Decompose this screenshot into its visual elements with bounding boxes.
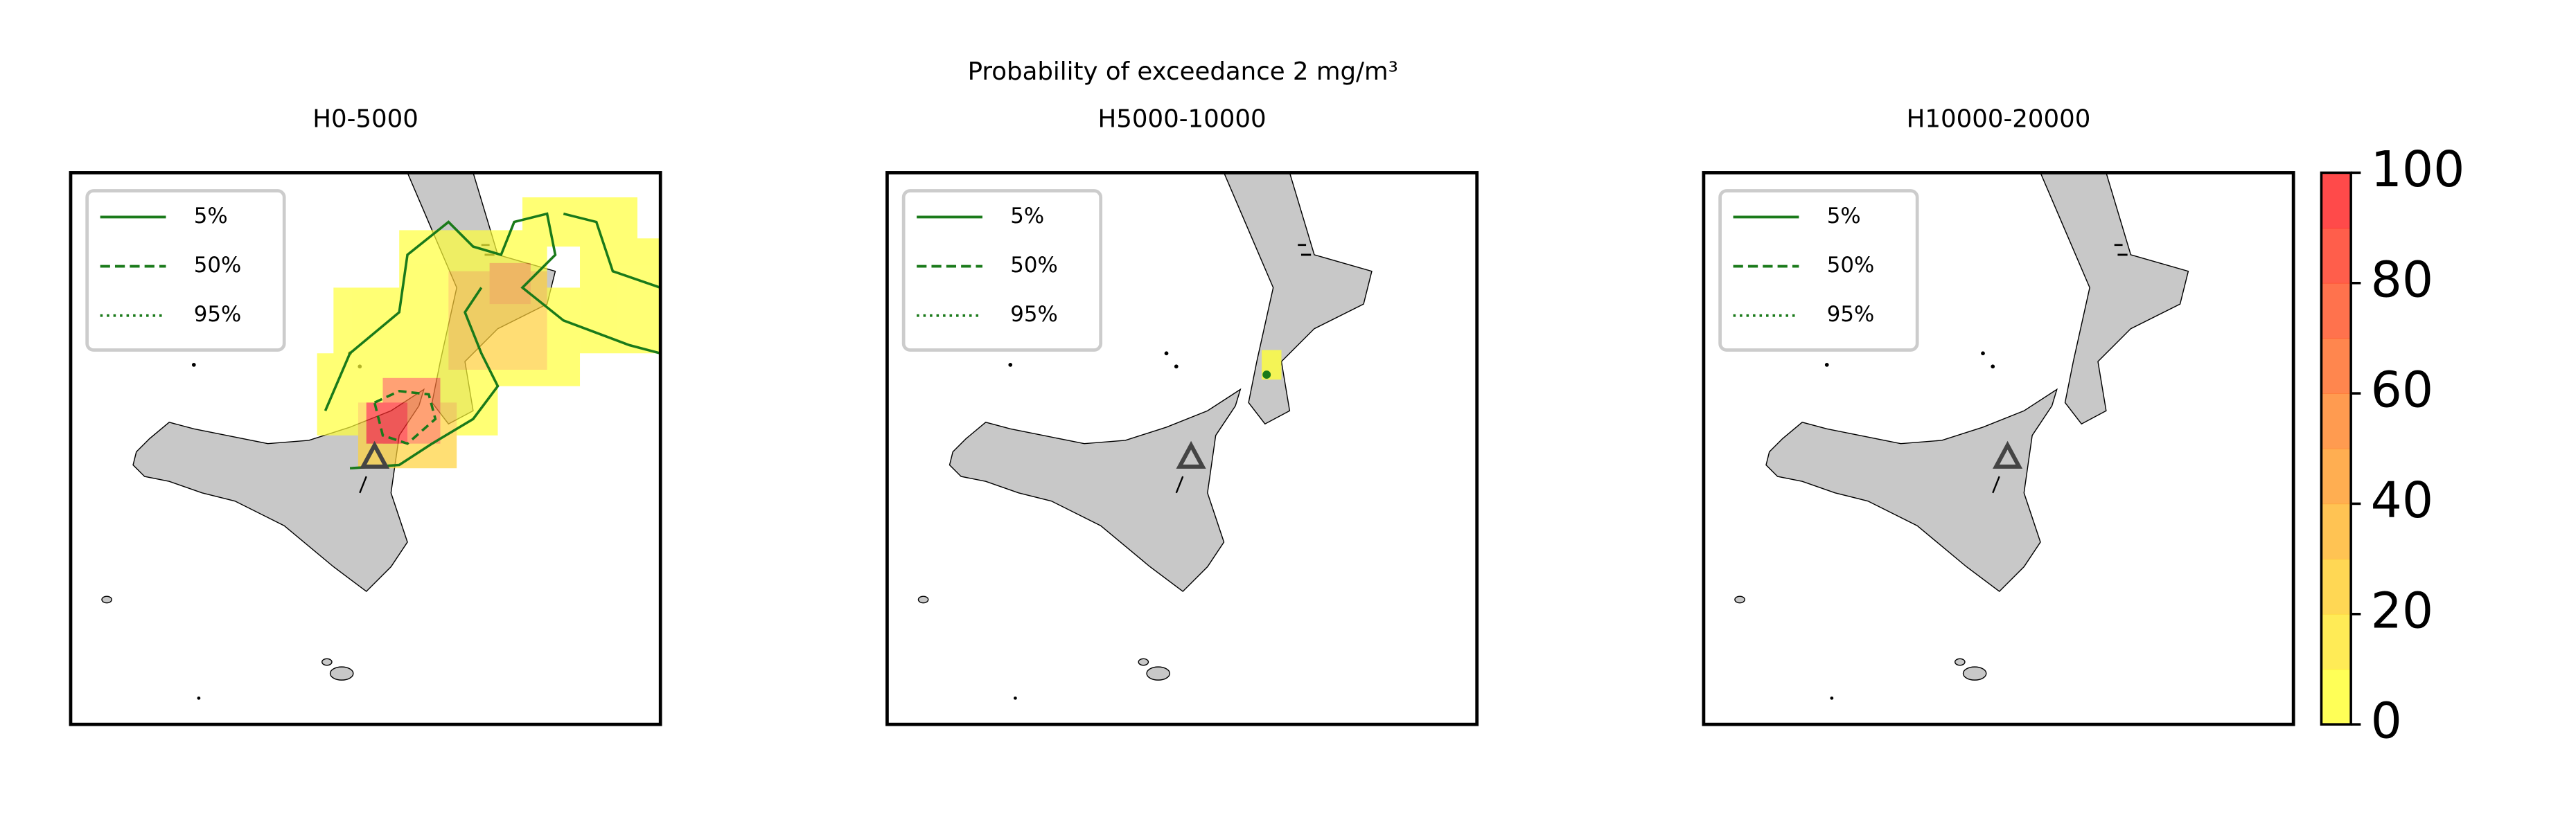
colorbar-band	[2321, 172, 2352, 229]
legend-label: 50%	[1827, 253, 1875, 278]
legend-label: 50%	[1010, 253, 1058, 278]
legend: 5% 50% 95%	[901, 189, 1103, 352]
colorbar-band	[2321, 228, 2352, 284]
legend-box	[1718, 189, 1919, 352]
legend-box	[901, 189, 1103, 352]
legend-label: 5%	[1827, 204, 1861, 229]
volcano-marker	[1993, 440, 2023, 469]
volcano-marker	[360, 440, 390, 469]
colorbar: 0 20 40 60 80 100	[2320, 141, 2465, 750]
colorbar-frame	[2320, 171, 2352, 726]
colorbar-band	[2321, 393, 2352, 449]
legend-label: 5%	[1010, 204, 1044, 229]
map-overlay: 5% 50% 95%	[69, 171, 662, 726]
colorbar-band	[2321, 503, 2352, 559]
figure-title: Probability of exceedance 2 mg/m³	[968, 57, 1398, 86]
map-overlay: 5% 50% 95%	[885, 171, 1479, 726]
colorbar-band	[2321, 283, 2352, 339]
plume	[317, 197, 661, 470]
legend-label: 5%	[194, 204, 228, 229]
map-overlay: 5% 50% 95%	[1702, 171, 2295, 726]
volcano-marker	[1176, 440, 1206, 469]
colorbar-tick-label: 0	[2371, 692, 2402, 750]
legend-label: 95%	[194, 302, 242, 327]
colorbar-tick-label: 20	[2371, 582, 2434, 639]
map-frame	[885, 171, 1479, 726]
legend-box	[85, 189, 286, 352]
colorbar-band	[2321, 338, 2352, 394]
panels: H0-5000 H5000-10000 H10000-20000	[70, 105, 2294, 725]
legend-label: 95%	[1010, 302, 1058, 327]
map-frame	[69, 171, 662, 726]
legend-label: 50%	[194, 253, 242, 278]
legend: 5% 50% 95%	[85, 189, 286, 352]
legend: 5% 50% 95%	[1718, 189, 1919, 352]
colorbar-tick-label: 80	[2371, 251, 2434, 308]
legend-label: 95%	[1827, 302, 1875, 327]
plume-small	[1262, 350, 1282, 380]
colorbar-band	[2321, 669, 2352, 725]
colorbar-band	[2321, 614, 2352, 670]
colorbar-band	[2321, 559, 2352, 615]
panel-title: H10000-20000	[1907, 105, 2091, 134]
colorbar-tick-label: 40	[2371, 472, 2434, 529]
panel-title: H0-5000	[312, 105, 418, 134]
colorbar-tick-label: 100	[2371, 141, 2465, 198]
colorbar-band	[2321, 448, 2352, 505]
panel-title: H5000-10000	[1098, 105, 1267, 134]
map-frame	[1702, 171, 2295, 726]
colorbar-tick-label: 60	[2371, 361, 2434, 419]
